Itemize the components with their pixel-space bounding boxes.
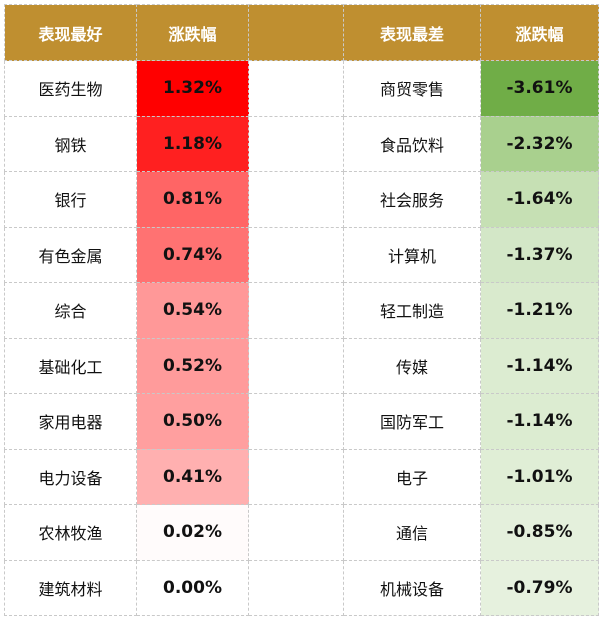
best-sector-name: 钢铁 bbox=[4, 115, 137, 172]
gap-cell bbox=[248, 226, 344, 283]
best-sector-change: 1.32% bbox=[136, 60, 249, 117]
gap-cell bbox=[248, 171, 344, 228]
table-row: 基础化工 0.52% 传媒 -1.14% bbox=[4, 337, 599, 394]
best-sector-change: 1.18% bbox=[136, 115, 249, 172]
best-sector-change: 0.81% bbox=[136, 171, 249, 228]
table-row: 建筑材料 0.00% 机械设备 -0.79% bbox=[4, 559, 599, 616]
best-sector-name: 有色金属 bbox=[4, 226, 137, 283]
best-sector-change: 0.74% bbox=[136, 226, 249, 283]
table-row: 农林牧渔 0.02% 通信 -0.85% bbox=[4, 504, 599, 561]
table-row: 家用电器 0.50% 国防军工 -1.14% bbox=[4, 393, 599, 450]
gap-cell bbox=[248, 60, 344, 117]
best-sector-name: 电力设备 bbox=[4, 448, 137, 505]
header-row: 表现最好 涨跌幅 表现最差 涨跌幅 bbox=[4, 4, 599, 61]
worst-sector-name: 食品饮料 bbox=[343, 115, 481, 172]
gap-cell bbox=[248, 282, 344, 339]
best-sector-name: 农林牧渔 bbox=[4, 504, 137, 561]
best-sector-name: 建筑材料 bbox=[4, 559, 137, 616]
worst-sector-change: -0.79% bbox=[480, 559, 599, 616]
worst-sector-change: -1.14% bbox=[480, 337, 599, 394]
worst-sector-change: -2.32% bbox=[480, 115, 599, 172]
best-sector-name: 医药生物 bbox=[4, 60, 137, 117]
worst-sector-name: 计算机 bbox=[343, 226, 481, 283]
best-sector-change: 0.00% bbox=[136, 559, 249, 616]
gap-cell bbox=[248, 393, 344, 450]
worst-sector-change: -3.61% bbox=[480, 60, 599, 117]
worst-sector-name: 电子 bbox=[343, 448, 481, 505]
worst-sector-name: 机械设备 bbox=[343, 559, 481, 616]
best-sector-name: 综合 bbox=[4, 282, 137, 339]
worst-sector-name: 社会服务 bbox=[343, 171, 481, 228]
gap-cell bbox=[248, 504, 344, 561]
gap-cell bbox=[248, 115, 344, 172]
best-sector-name: 银行 bbox=[4, 171, 137, 228]
gap-cell bbox=[248, 337, 344, 394]
worst-sector-change: -1.21% bbox=[480, 282, 599, 339]
table-row: 综合 0.54% 轻工制造 -1.21% bbox=[4, 282, 599, 339]
table-row: 医药生物 1.32% 商贸零售 -3.61% bbox=[4, 60, 599, 117]
table-body: 医药生物 1.32% 商贸零售 -3.61% 钢铁 1.18% 食品饮料 -2.32% 银行 0.… bbox=[4, 60, 599, 616]
table-row: 钢铁 1.18% 食品饮料 -2.32% bbox=[4, 115, 599, 172]
worst-sector-change: -0.85% bbox=[480, 504, 599, 561]
worst-sector-change: -1.14% bbox=[480, 393, 599, 450]
header-gap bbox=[248, 4, 344, 61]
worst-sector-name: 商贸零售 bbox=[343, 60, 481, 117]
best-sector-change: 0.02% bbox=[136, 504, 249, 561]
header-worst: 表现最差 bbox=[343, 4, 481, 61]
worst-sector-change: -1.64% bbox=[480, 171, 599, 228]
best-sector-name: 家用电器 bbox=[4, 393, 137, 450]
gap-cell bbox=[248, 559, 344, 616]
table-row: 有色金属 0.74% 计算机 -1.37% bbox=[4, 226, 599, 283]
best-sector-name: 基础化工 bbox=[4, 337, 137, 394]
worst-sector-change: -1.01% bbox=[480, 448, 599, 505]
worst-sector-name: 传媒 bbox=[343, 337, 481, 394]
best-sector-change: 0.54% bbox=[136, 282, 249, 339]
worst-sector-name: 轻工制造 bbox=[343, 282, 481, 339]
gap-cell bbox=[248, 448, 344, 505]
table-row: 银行 0.81% 社会服务 -1.64% bbox=[4, 171, 599, 228]
header-best: 表现最好 bbox=[4, 4, 137, 61]
best-sector-change: 0.50% bbox=[136, 393, 249, 450]
header-change-best: 涨跌幅 bbox=[136, 4, 249, 61]
header-change-worst: 涨跌幅 bbox=[480, 4, 599, 61]
worst-sector-change: -1.37% bbox=[480, 226, 599, 283]
worst-sector-name: 通信 bbox=[343, 504, 481, 561]
sector-performance-table-container: 表现最好 涨跌幅 表现最差 涨跌幅 医药生物 1.32% 商贸零售 -3.61% 钢铁 1… bbox=[4, 4, 599, 616]
sector-performance-table: 表现最好 涨跌幅 表现最差 涨跌幅 医药生物 1.32% 商贸零售 -3.61% 钢铁 1… bbox=[4, 4, 599, 616]
worst-sector-name: 国防军工 bbox=[343, 393, 481, 450]
table-row: 电力设备 0.41% 电子 -1.01% bbox=[4, 448, 599, 505]
best-sector-change: 0.41% bbox=[136, 448, 249, 505]
best-sector-change: 0.52% bbox=[136, 337, 249, 394]
